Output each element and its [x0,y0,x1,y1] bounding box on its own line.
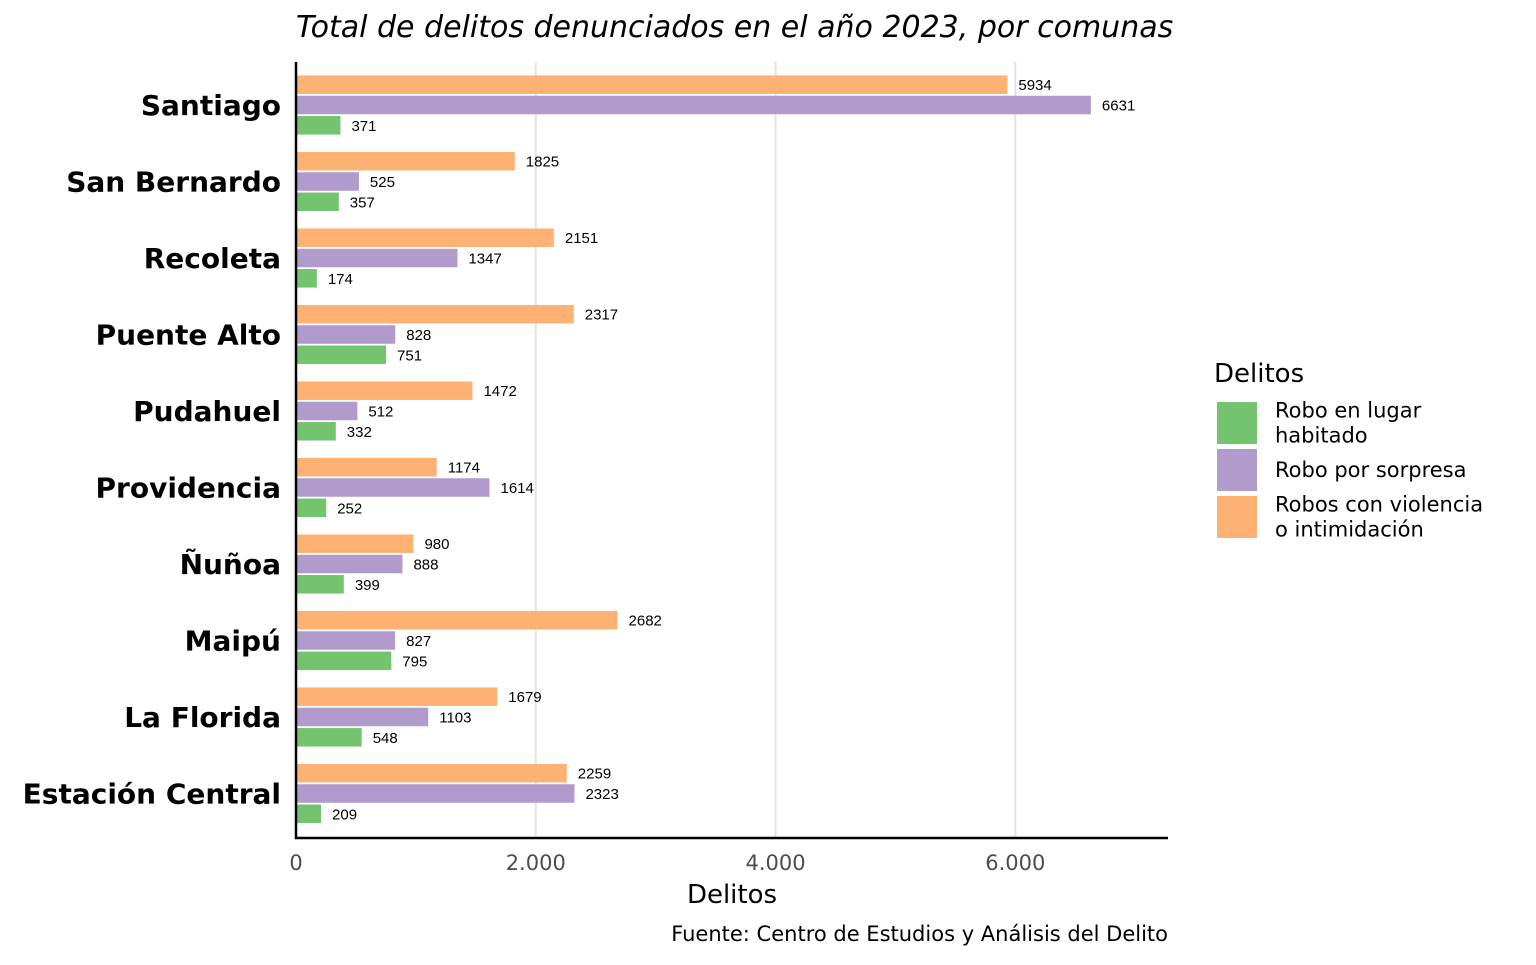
labels-layer: 0 2.000 4.000 6.000 5934 6631 371 Santiago 1825 5… [23,77,1136,875]
bar [296,498,327,518]
category-label: La Florida [124,701,281,734]
data-label: 1614 [500,480,533,497]
chart-title: Total de delitos denunciados en el año 2… [296,10,1173,45]
data-label: 2259 [578,766,611,783]
data-label: 888 [413,557,438,574]
legend-label: o intimidación [1275,518,1424,542]
category-label: Santiago [141,89,281,122]
data-label: 828 [406,327,431,344]
data-label: 1103 [439,710,471,727]
bar [296,631,396,650]
bar [296,192,339,212]
bar [296,478,490,497]
bar [296,304,574,324]
legend-key [1217,496,1257,538]
bar [296,325,396,344]
category-label: San Bernardo [66,166,281,199]
data-label: 1679 [508,689,541,706]
category-label: Ñuñoa [180,547,281,581]
x-tick-label: 2.000 [506,851,566,875]
data-label: 827 [406,633,431,650]
legend-title: Delitos [1214,359,1304,389]
data-label: 2682 [629,613,662,630]
data-label: 209 [332,806,357,823]
bar [296,75,1008,94]
x-tick-label: 4.000 [745,851,805,875]
bar [296,457,437,477]
bar [296,381,473,400]
data-label: 252 [337,500,362,517]
data-label: 2323 [585,786,618,803]
data-label: 1347 [468,251,501,268]
grid-layer [534,62,1017,838]
bar [296,728,362,747]
data-label: 332 [347,424,372,441]
legend-label: Robo en lugar [1275,399,1422,423]
legend-label: habitado [1275,424,1368,448]
bar [296,784,575,803]
data-label: 980 [424,536,449,553]
data-label: 1472 [483,383,516,400]
chart-caption: Fuente: Centro de Estudios y Análisis de… [671,922,1168,946]
bar [296,422,336,441]
category-label: Pudahuel [133,395,281,428]
bar [296,651,392,671]
data-label: 5934 [1018,77,1051,94]
data-label: 399 [355,577,380,594]
bar [296,172,359,191]
data-label: 357 [350,194,375,211]
category-label: Providencia [96,472,281,505]
data-label: 751 [397,347,422,364]
axes-layer [294,62,1168,840]
bar [296,534,414,553]
bar [296,554,403,574]
bar [296,116,341,135]
bar [296,269,317,288]
data-label: 548 [373,730,398,747]
bar [296,610,618,630]
legend-label: Robos con violencia [1275,493,1483,517]
bar [296,345,387,365]
category-label: Puente Alto [96,319,281,352]
data-label: 795 [402,653,427,670]
data-label: 2317 [585,307,618,324]
legend-key [1217,402,1257,444]
data-label: 371 [351,118,376,135]
data-label: 2151 [565,230,598,247]
legend-key [1217,449,1257,491]
data-label: 174 [328,271,353,288]
bar [296,401,358,421]
x-tick-label: 0 [289,851,302,875]
data-label: 525 [370,174,395,191]
data-label: 1174 [448,460,480,477]
bar [296,248,458,268]
category-label: Estación Central [23,778,281,811]
bar [296,151,515,171]
legend-label: Robo por sorpresa [1275,458,1467,482]
bar [296,575,344,594]
data-label: 512 [368,404,393,421]
data-label: 6631 [1102,98,1135,115]
bar [296,763,567,783]
bar [296,95,1091,115]
category-label: Maipú [185,625,281,658]
bar [296,228,554,247]
data-label: 1825 [526,154,559,171]
bar [296,804,322,824]
x-axis-title: Delitos [687,880,777,910]
x-tick-label: 6.000 [985,851,1045,875]
bars-layer [296,75,1091,824]
category-label: Recoleta [144,242,281,275]
bar [296,687,498,706]
bar [296,707,429,727]
